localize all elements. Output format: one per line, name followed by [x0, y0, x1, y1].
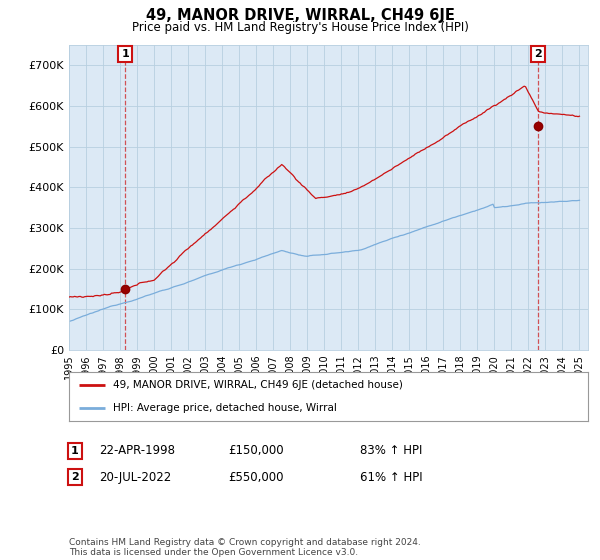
Text: Contains HM Land Registry data © Crown copyright and database right 2024.
This d: Contains HM Land Registry data © Crown c… [69, 538, 421, 557]
Text: Price paid vs. HM Land Registry's House Price Index (HPI): Price paid vs. HM Land Registry's House … [131, 21, 469, 34]
Text: 61% ↑ HPI: 61% ↑ HPI [360, 470, 422, 484]
Text: 2: 2 [71, 472, 79, 482]
Text: 2: 2 [534, 49, 542, 59]
Text: £150,000: £150,000 [228, 444, 284, 458]
Text: HPI: Average price, detached house, Wirral: HPI: Average price, detached house, Wirr… [113, 403, 337, 413]
Text: 1: 1 [121, 49, 129, 59]
Text: 20-JUL-2022: 20-JUL-2022 [99, 470, 171, 484]
Text: 1: 1 [71, 446, 79, 456]
Text: 22-APR-1998: 22-APR-1998 [99, 444, 175, 458]
Text: 83% ↑ HPI: 83% ↑ HPI [360, 444, 422, 458]
Text: 49, MANOR DRIVE, WIRRAL, CH49 6JE (detached house): 49, MANOR DRIVE, WIRRAL, CH49 6JE (detac… [113, 380, 403, 390]
Text: 49, MANOR DRIVE, WIRRAL, CH49 6JE: 49, MANOR DRIVE, WIRRAL, CH49 6JE [146, 8, 454, 24]
Text: £550,000: £550,000 [228, 470, 284, 484]
